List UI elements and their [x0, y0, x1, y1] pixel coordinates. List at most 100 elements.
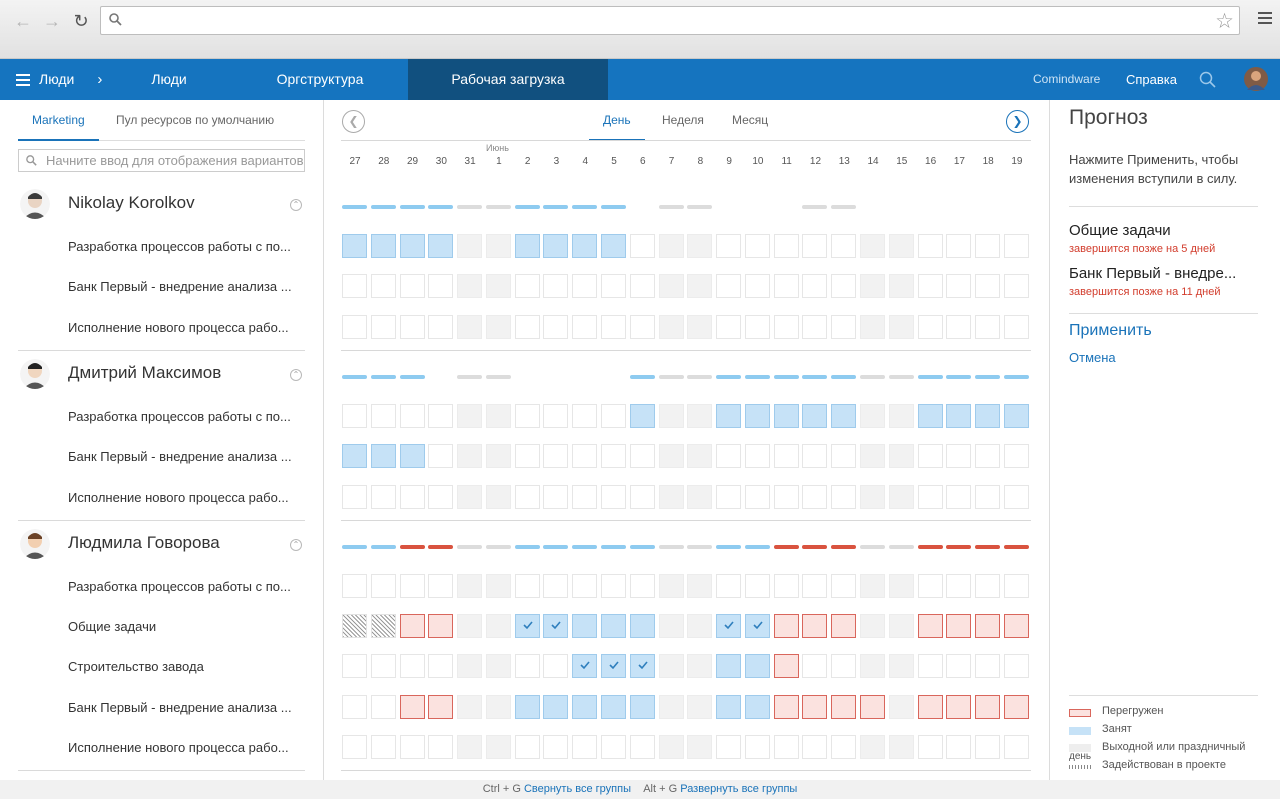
- collapse-group-icon[interactable]: ⌃: [290, 199, 302, 211]
- workload-cell[interactable]: [342, 274, 367, 299]
- workload-cell[interactable]: [802, 234, 828, 258]
- workload-cell[interactable]: [917, 484, 943, 509]
- workload-cell[interactable]: [514, 444, 540, 469]
- workload-cell[interactable]: [773, 274, 799, 299]
- workload-cell[interactable]: [342, 735, 367, 759]
- next-period-button[interactable]: ❯: [1006, 110, 1029, 133]
- task-row-label[interactable]: Банк Первый - внедрение анализа ...: [68, 699, 292, 715]
- workload-cell[interactable]: [457, 274, 483, 299]
- workload-cell[interactable]: [572, 444, 598, 469]
- workload-cell[interactable]: [601, 274, 627, 299]
- workload-cell[interactable]: [716, 614, 742, 639]
- workload-cell[interactable]: [975, 735, 1001, 759]
- workload-cell[interactable]: [1003, 314, 1029, 339]
- workload-cell[interactable]: [457, 735, 483, 759]
- workload-cell[interactable]: [860, 314, 886, 339]
- workload-cell[interactable]: [687, 444, 713, 469]
- workload-cell[interactable]: [485, 484, 511, 509]
- workload-cell[interactable]: [543, 444, 569, 469]
- workload-cell[interactable]: [773, 444, 799, 469]
- workload-cell[interactable]: [601, 234, 627, 258]
- tab-people[interactable]: Люди: [151, 71, 187, 87]
- workload-cell[interactable]: [975, 573, 1001, 598]
- task-row-label[interactable]: Разработка процессов работы с по...: [68, 239, 291, 254]
- collapse-all-link[interactable]: Свернуть все группы: [523, 783, 631, 795]
- workload-cell[interactable]: [888, 234, 914, 258]
- workload-cell[interactable]: [629, 234, 655, 258]
- task-row-label[interactable]: Исполнение нового процесса рабо...: [68, 319, 289, 335]
- workload-cell[interactable]: [1003, 694, 1029, 719]
- workload-cell[interactable]: [629, 573, 655, 598]
- forward-icon[interactable]: →: [43, 11, 61, 31]
- workload-cell[interactable]: [917, 614, 943, 639]
- view-day[interactable]: День: [589, 113, 645, 141]
- workload-cell[interactable]: [601, 484, 627, 509]
- workload-cell[interactable]: [773, 654, 799, 679]
- workload-cell[interactable]: [888, 735, 914, 759]
- workload-cell[interactable]: [802, 314, 828, 339]
- workload-cell[interactable]: [888, 484, 914, 509]
- workload-cell[interactable]: [1003, 735, 1029, 759]
- workload-cell[interactable]: [543, 314, 569, 339]
- help-link[interactable]: Справка: [1126, 72, 1177, 87]
- workload-cell[interactable]: [744, 694, 770, 719]
- workload-cell[interactable]: [744, 314, 770, 339]
- task-row-label[interactable]: Разработка процессов работы с по...: [68, 408, 291, 424]
- workload-cell[interactable]: [716, 403, 742, 428]
- workload-cell[interactable]: [975, 314, 1001, 339]
- workload-cell[interactable]: [658, 234, 684, 258]
- workload-cell[interactable]: [428, 573, 454, 598]
- workload-cell[interactable]: [975, 694, 1001, 719]
- workload-cell[interactable]: [457, 573, 483, 598]
- workload-cell[interactable]: [860, 694, 886, 719]
- workload-cell[interactable]: [773, 484, 799, 509]
- workload-cell[interactable]: [744, 444, 770, 469]
- workload-cell[interactable]: [428, 614, 454, 639]
- workload-cell[interactable]: [457, 444, 483, 469]
- workload-cell[interactable]: [514, 654, 540, 679]
- workload-cell[interactable]: [975, 403, 1001, 428]
- task-row-label[interactable]: Исполнение нового процесса рабо...: [68, 489, 289, 505]
- workload-cell[interactable]: [399, 403, 425, 428]
- workload-cell[interactable]: [457, 614, 483, 639]
- workload-cell[interactable]: [601, 614, 627, 639]
- workload-cell[interactable]: [543, 274, 569, 299]
- workload-cell[interactable]: [860, 735, 886, 759]
- user-avatar[interactable]: [1244, 67, 1268, 91]
- workload-cell[interactable]: [658, 314, 684, 339]
- workload-cell[interactable]: [370, 694, 396, 719]
- task-row-label[interactable]: Банк Первый - внедрение анализа ...: [68, 279, 292, 295]
- workload-cell[interactable]: [831, 484, 857, 509]
- workload-cell[interactable]: [572, 234, 598, 258]
- workload-cell[interactable]: [572, 735, 598, 759]
- workload-cell[interactable]: [370, 444, 396, 469]
- prev-period-button[interactable]: ❮: [342, 110, 365, 133]
- workload-cell[interactable]: [917, 234, 943, 258]
- workload-cell[interactable]: [917, 694, 943, 719]
- workload-cell[interactable]: [888, 444, 914, 469]
- workload-cell[interactable]: [543, 694, 569, 719]
- workload-cell[interactable]: [399, 234, 425, 258]
- workload-cell[interactable]: [543, 654, 569, 679]
- workload-cell[interactable]: [572, 274, 598, 299]
- cancel-link[interactable]: Отмена: [1069, 350, 1116, 365]
- workload-cell[interactable]: [370, 654, 396, 679]
- workload-cell[interactable]: [1003, 444, 1029, 469]
- brand-link[interactable]: Comindware: [1033, 72, 1101, 86]
- workload-cell[interactable]: [687, 403, 713, 428]
- resource-search-input[interactable]: Начните ввод для отображения вариантов: [18, 149, 305, 172]
- workload-cell[interactable]: [716, 274, 742, 299]
- workload-cell[interactable]: [543, 735, 569, 759]
- workload-cell[interactable]: [946, 614, 972, 639]
- workload-cell[interactable]: [601, 654, 627, 679]
- browser-menu-icon[interactable]: [1258, 12, 1272, 27]
- workload-cell[interactable]: [399, 484, 425, 509]
- workload-cell[interactable]: [744, 735, 770, 759]
- workload-cell[interactable]: [543, 403, 569, 428]
- workload-cell[interactable]: [773, 694, 799, 719]
- workload-cell[interactable]: [601, 573, 627, 598]
- workload-cell[interactable]: [370, 614, 396, 639]
- task-row-label[interactable]: Банк Первый - внедрение анализа ...: [68, 449, 292, 465]
- workload-cell[interactable]: [629, 614, 655, 639]
- workload-cell[interactable]: [831, 573, 857, 598]
